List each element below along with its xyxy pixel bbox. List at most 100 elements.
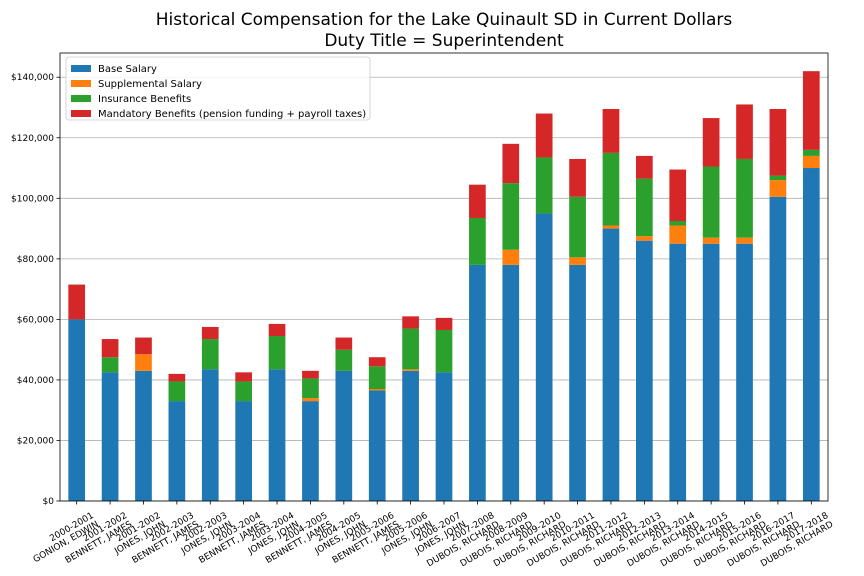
bar-segment [469, 184, 486, 218]
bar-segment [569, 257, 586, 265]
legend-label: Base Salary [98, 64, 157, 75]
bar-segment [802, 155, 820, 169]
bar-segment [135, 370, 152, 501]
bar-segment [469, 217, 486, 265]
bar-segment [302, 398, 319, 402]
bars [68, 71, 820, 502]
bar-segment [435, 329, 453, 373]
bar-segment [702, 118, 720, 167]
bar-segment [636, 240, 653, 502]
bar-segment [736, 104, 753, 159]
bar-segment [268, 336, 286, 370]
bar-segment [535, 213, 553, 501]
bar-segment [636, 236, 653, 241]
bar-segment [235, 381, 252, 402]
bar-segment [669, 225, 687, 244]
bar-segment [368, 389, 386, 391]
bar-segment [101, 357, 119, 373]
bar-segment [302, 401, 319, 501]
bar-segment [502, 143, 520, 184]
legend-swatch [71, 110, 91, 117]
bar-segment [502, 249, 520, 265]
y-tick-label: $0 [43, 497, 55, 507]
bar-segment [268, 323, 286, 337]
legend-label: Supplemental Salary [98, 79, 202, 90]
bar-segment [636, 155, 653, 179]
y-tick-label: $80,000 [17, 255, 54, 265]
bar-segment [135, 354, 152, 371]
bar-segment [802, 71, 820, 150]
bar-segment [168, 401, 186, 501]
bar-segment [502, 264, 520, 501]
chart-subtitle: Duty Title = Superintendent [324, 31, 564, 51]
bar-segment [135, 337, 152, 355]
bar-segment [302, 370, 319, 379]
bar-segment [168, 373, 186, 382]
bar-segment [435, 372, 453, 501]
bar-segment [368, 357, 386, 367]
bar-segment [402, 370, 419, 501]
bar-segment [368, 366, 386, 389]
legend-swatch [71, 80, 91, 87]
bar-segment [769, 180, 787, 197]
bar-segment [702, 237, 720, 244]
bar-segment [602, 228, 620, 501]
bar-segment [201, 326, 219, 340]
legend-label: Mandatory Benefits (pension funding + pa… [98, 109, 366, 120]
bar-segment [368, 390, 386, 501]
bar-segment [569, 158, 586, 197]
bar-segment [402, 316, 419, 329]
bar-segment [168, 381, 186, 402]
bar-segment [702, 243, 720, 501]
bar-segment [68, 284, 86, 320]
bar-segment [302, 378, 319, 399]
bar-segment [535, 113, 553, 158]
bar-segment [802, 149, 820, 156]
bar-segment [101, 372, 119, 501]
bar-segment [602, 225, 620, 229]
bar-segment [402, 369, 419, 371]
bar-segment [335, 337, 353, 350]
bar-segment [802, 168, 820, 501]
legend-swatch [71, 65, 91, 72]
legend-swatch [71, 95, 91, 102]
bar-segment [602, 152, 620, 226]
legend-label: Insurance Benefits [98, 94, 191, 105]
bar-segment [235, 372, 252, 382]
y-tick-label: $40,000 [17, 376, 54, 386]
legend: Base Salary Supplemental Salary Insurance … [65, 56, 371, 121]
y-tick-label: $100,000 [11, 194, 54, 204]
bar-segment [68, 319, 86, 501]
bar-segment [201, 369, 219, 501]
bar-segment [669, 243, 687, 501]
bar-segment [669, 169, 687, 221]
legend-box [65, 56, 371, 121]
y-tick-label: $140,000 [11, 73, 54, 83]
y-tick-label: $20,000 [17, 436, 54, 446]
bar-segment [736, 158, 753, 238]
bar-segment [702, 166, 720, 238]
bar-segment [535, 157, 553, 214]
bar-segment [669, 221, 687, 226]
bar-segment [402, 328, 419, 370]
bar-segment [101, 339, 119, 358]
y-axis: $0 $20,000 $40,000 $60,000 $80,000 $100,000 $1… [11, 73, 60, 507]
bar-segment [235, 401, 252, 501]
bar-segment [769, 175, 787, 181]
bar-segment [469, 264, 486, 501]
y-tick-label: $120,000 [11, 134, 54, 144]
bar-segment [435, 317, 453, 330]
bar-segment [569, 196, 586, 258]
chart-title: Historical Compensation for the Lake Qui… [156, 10, 733, 30]
bar-segment [736, 237, 753, 244]
bar-segment [201, 339, 219, 370]
bar-segment [268, 369, 286, 501]
bar-segment [736, 243, 753, 501]
bar-segment [636, 178, 653, 237]
bar-segment [335, 349, 353, 371]
bar-segment [602, 109, 620, 153]
bar-segment [335, 370, 353, 501]
bar-segment [569, 264, 586, 501]
